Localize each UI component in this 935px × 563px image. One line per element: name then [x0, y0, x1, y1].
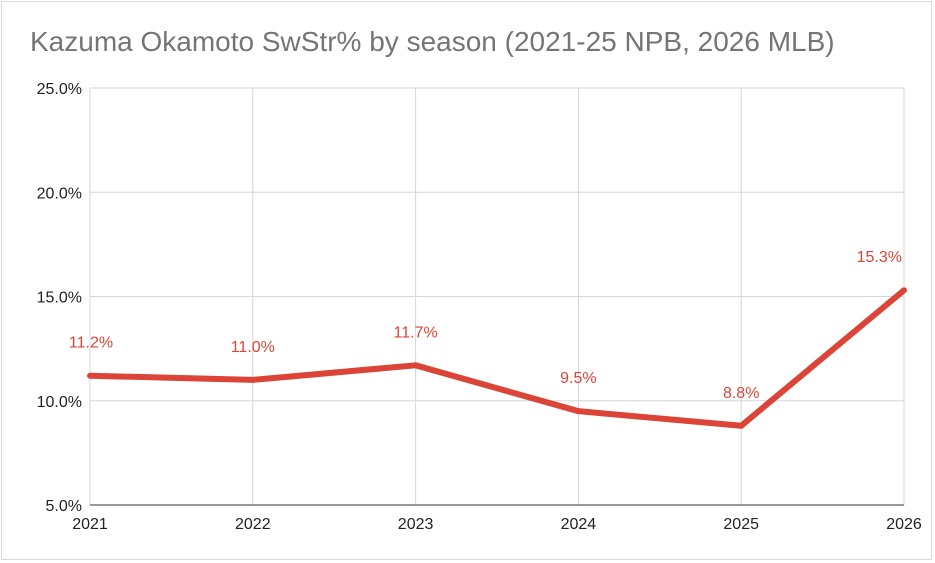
- data-labels: 11.2% 11.0% 11.7% 9.5% 8.8% 15.3%: [69, 249, 902, 402]
- y-tick-label: 25.0%: [37, 81, 82, 98]
- data-label: 11.7%: [394, 324, 438, 341]
- y-axis-tick-labels: 5.0% 10.0% 15.0% 20.0% 25.0%: [37, 81, 82, 515]
- data-label: 15.3%: [857, 249, 902, 266]
- data-point-2024: [575, 408, 582, 415]
- x-tick-label: 2024: [561, 516, 597, 533]
- series-line-SwStr%: [89, 287, 906, 429]
- data-point-2022: [249, 376, 256, 383]
- y-tick-label: 10.0%: [37, 394, 82, 411]
- horizontal-gridlines: [90, 87, 904, 506]
- x-tick-label: 2026: [886, 516, 922, 533]
- data-point-2021: [87, 372, 93, 379]
- series-line-group: [87, 287, 907, 429]
- y-tick-label: 20.0%: [37, 185, 82, 202]
- chart-title: Kazuma Okamoto SwStr% by season (2021-25…: [30, 26, 835, 57]
- y-tick-label: 5.0%: [46, 498, 82, 515]
- data-point-2026: [901, 287, 907, 294]
- x-tick-label: 2022: [235, 516, 271, 533]
- y-tick-label: 15.0%: [37, 290, 82, 307]
- data-label: 8.8%: [723, 385, 759, 402]
- data-point-2023: [412, 362, 419, 369]
- data-label: 9.5%: [560, 370, 596, 387]
- data-label: 11.0%: [231, 339, 275, 356]
- x-tick-label: 2021: [72, 516, 108, 533]
- x-tick-label: 2023: [398, 516, 434, 533]
- data-label: 11.2%: [69, 335, 113, 352]
- data-point-2025: [738, 422, 745, 429]
- x-axis-tick-labels: 2021 2022 2023 2024 2025 2026: [72, 516, 922, 533]
- x-tick-label: 2025: [723, 516, 759, 533]
